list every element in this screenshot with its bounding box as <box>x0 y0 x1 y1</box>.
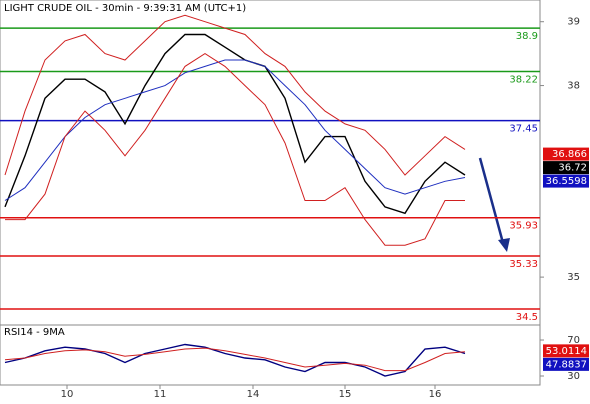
price-tag <box>543 174 589 188</box>
level-label: 37.45 <box>509 124 538 135</box>
price-tag-label: 36.5598 <box>546 176 587 187</box>
price-tag-label: 36.72 <box>558 163 587 174</box>
y-tick-label: 35 <box>567 272 580 283</box>
y-tick-label: 39 <box>567 17 580 28</box>
price-tag-label: 53.0114 <box>546 346 587 357</box>
series-line <box>4 33 466 215</box>
price-tag <box>543 344 589 358</box>
forecast-arrow-head <box>498 238 510 252</box>
y-tick-label: 38 <box>567 81 580 92</box>
price-tag-label: 36.866 <box>552 149 587 160</box>
y-tick-label: 70 <box>567 335 580 346</box>
x-tick-label: 14 <box>247 389 260 400</box>
series-line <box>4 14 466 176</box>
level-label: 38.22 <box>509 75 538 86</box>
level-label: 35.93 <box>509 221 538 232</box>
forecast-arrow <box>478 157 505 244</box>
level-label: 35.33 <box>509 259 538 270</box>
series-line <box>4 347 466 372</box>
rsi-title: RSI14 - 9MA <box>4 327 65 338</box>
y-tick-label: 30 <box>567 371 580 382</box>
x-tick-label: 15 <box>339 389 352 400</box>
chart-title: LIGHT CRUDE OIL - 30min - 9:39:31 AM (UT… <box>4 3 246 14</box>
x-tick-label: 11 <box>154 389 167 400</box>
price-tag <box>543 161 589 175</box>
series-line <box>4 59 466 201</box>
price-tag-label: 47.8837 <box>546 359 587 370</box>
level-label: 38.9 <box>516 31 538 42</box>
price-tag <box>543 147 589 161</box>
series-line <box>5 53 465 246</box>
price-tag <box>543 357 589 371</box>
level-label: 34.5 <box>516 312 538 323</box>
series-line <box>4 343 466 377</box>
plot-frame <box>0 0 541 386</box>
x-tick-label: 16 <box>429 389 442 400</box>
x-tick-label: 10 <box>61 389 74 400</box>
